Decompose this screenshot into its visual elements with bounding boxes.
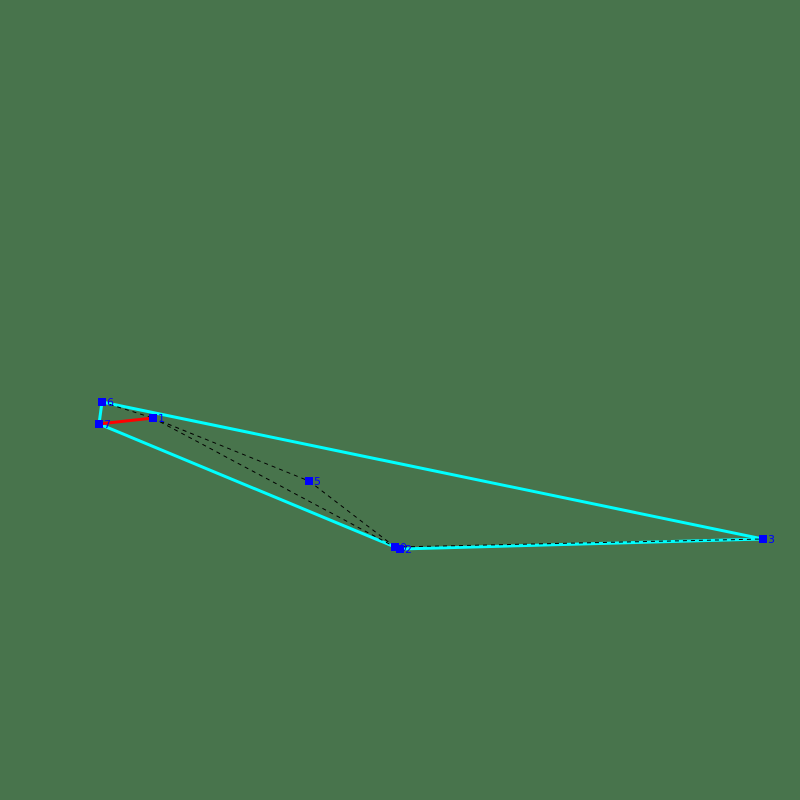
inner-edge-1-0 [152, 417, 396, 548]
node-label: 6 [107, 396, 114, 409]
node-marker-icon [95, 420, 103, 428]
inner-edge-5-0 [308, 480, 396, 548]
inner-edge-6-1 [101, 401, 154, 419]
node-marker-icon [305, 477, 313, 485]
node-label: 1 [158, 412, 165, 425]
node-label: 5 [314, 475, 321, 488]
node-marker-icon [98, 398, 106, 406]
node-marker-icon [391, 543, 399, 551]
node-marker-icon [759, 535, 767, 543]
node-marker-icon [396, 545, 404, 553]
highlight-edges [98, 416, 154, 426]
hull-edge-6-3 [101, 400, 764, 541]
node-1[interactable]: 1 [149, 412, 165, 425]
node-label: 3 [768, 533, 775, 546]
hull-edge-0-7 [98, 422, 396, 549]
highlight-edge-7-1 [98, 416, 154, 426]
nodes: 0123567 [95, 396, 775, 556]
node-7[interactable]: 7 [95, 418, 111, 431]
node-label: 2 [405, 543, 412, 556]
inner-dashed-edges [101, 401, 764, 548]
node-5[interactable]: 5 [305, 475, 321, 488]
node-label: 7 [104, 418, 111, 431]
inner-edge-0-3 [394, 538, 764, 548]
node-3[interactable]: 3 [759, 533, 775, 546]
node-6[interactable]: 6 [98, 396, 114, 409]
node-marker-icon [149, 414, 157, 422]
node-2[interactable]: 2 [396, 543, 412, 556]
